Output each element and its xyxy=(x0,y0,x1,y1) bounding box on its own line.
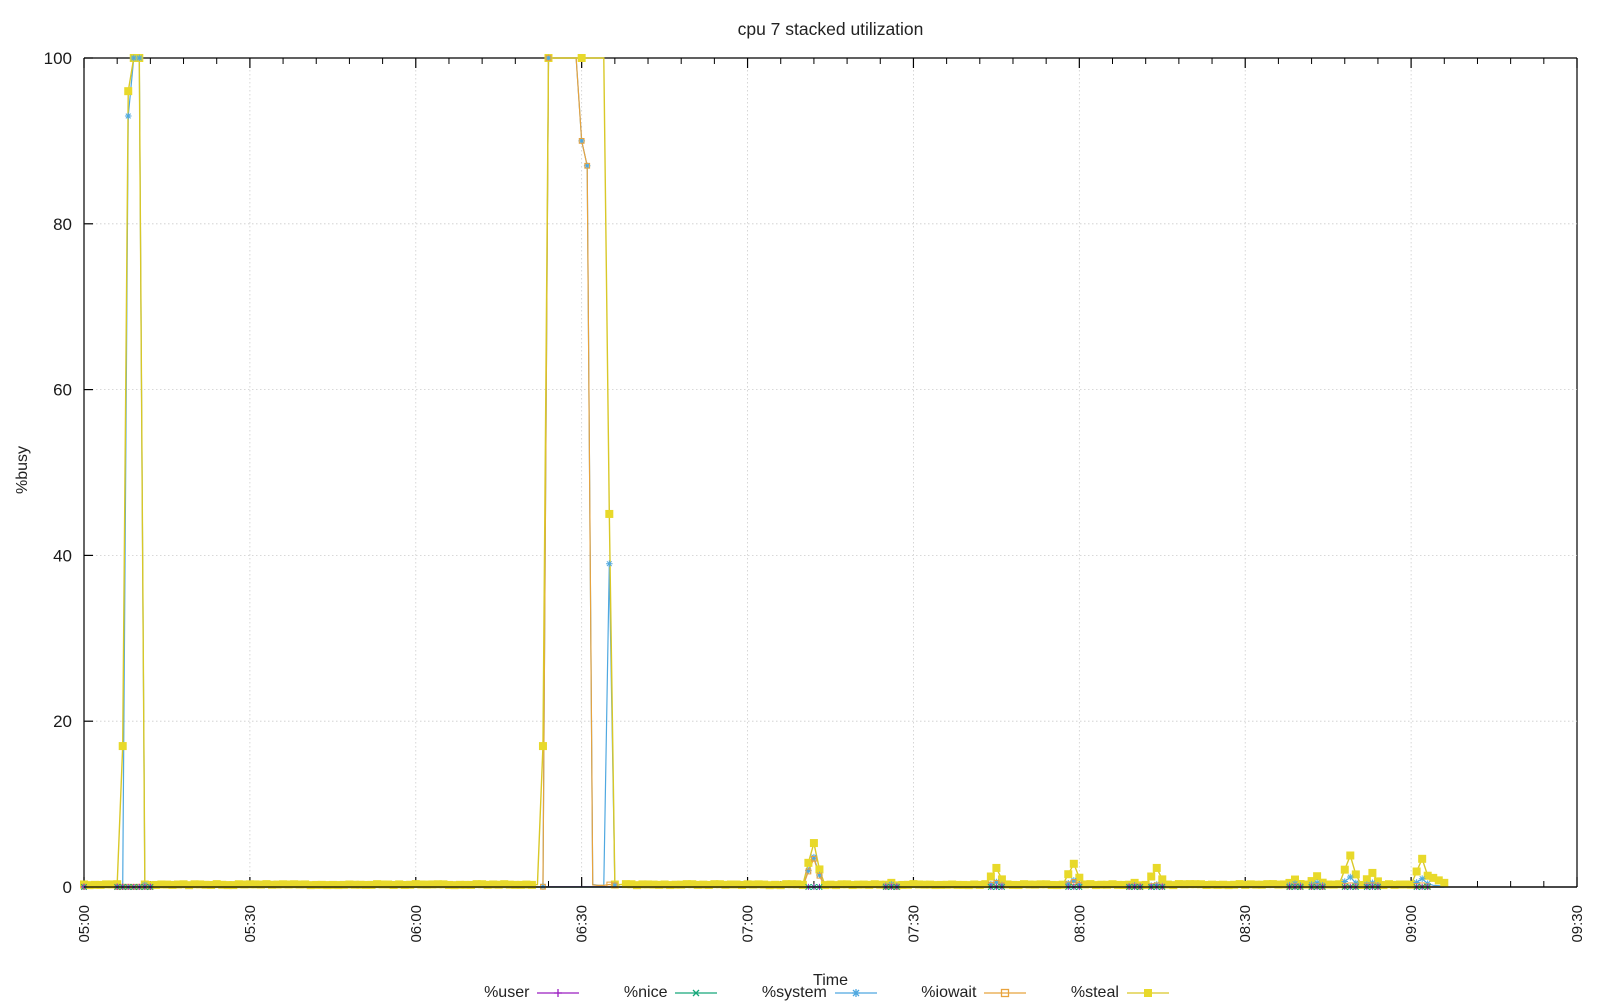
svg-text:07:00: 07:00 xyxy=(740,905,757,943)
svg-text:08:30: 08:30 xyxy=(1237,905,1254,943)
svg-text:80: 80 xyxy=(53,215,72,234)
svg-text:05:30: 05:30 xyxy=(242,905,259,943)
svg-text:20: 20 xyxy=(53,712,72,731)
svg-text:60: 60 xyxy=(53,381,72,400)
svg-text:0: 0 xyxy=(63,878,72,897)
svg-text:06:30: 06:30 xyxy=(574,905,591,943)
svg-text:09:00: 09:00 xyxy=(1403,905,1420,943)
svg-text:06:00: 06:00 xyxy=(408,905,425,943)
svg-text:05:00: 05:00 xyxy=(76,905,93,943)
svg-text:09:30: 09:30 xyxy=(1569,905,1586,943)
svg-text:40: 40 xyxy=(53,546,72,565)
svg-text:100: 100 xyxy=(44,49,72,68)
svg-text:08:00: 08:00 xyxy=(1071,905,1088,943)
svg-text:07:30: 07:30 xyxy=(905,905,922,943)
